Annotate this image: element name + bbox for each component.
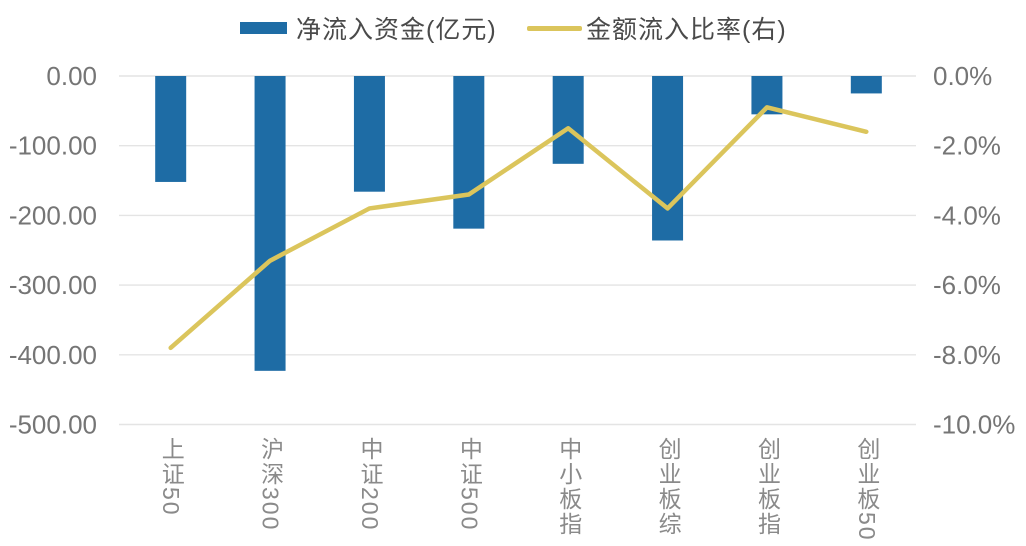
bar-中小板指 (552, 76, 584, 164)
bar-创业板50 (850, 76, 882, 94)
right-axis-tick-label: 0.0% (933, 61, 992, 91)
bar-创业板综 (652, 76, 684, 241)
bar-上证50 (155, 76, 187, 182)
left-axis-tick-label: 0.00 (46, 61, 97, 91)
x-axis-label-中证200: 中证200 (356, 437, 383, 532)
bar-series-legend-label: 净流入资金(亿元) (296, 16, 497, 44)
inflow-ratio-line (168, 105, 869, 351)
bar-中证500 (453, 76, 485, 229)
x-axis-label-创业板50: 创业板50 (853, 437, 880, 542)
left-axis-tick-label: -500.00 (9, 410, 97, 440)
left-axis-tick-label: -400.00 (9, 340, 97, 370)
right-axis-tick-label: -10.0% (933, 410, 1015, 440)
left-axis-tick-label: -300.00 (9, 270, 97, 300)
bar-中证200 (353, 76, 385, 192)
left-axis-tick-label: -200.00 (9, 200, 97, 230)
right-axis-tick-label: -2.0% (933, 131, 1001, 161)
legend-item-line-series: 金额流入比率(右) (527, 13, 787, 44)
x-axis-label-沪深300: 沪深300 (257, 437, 284, 532)
line-series-swatch-icon (527, 25, 582, 31)
bar-沪深300 (254, 76, 286, 371)
right-axis-tick-label: -4.0% (933, 200, 1001, 230)
x-axis-label-创业板综: 创业板综 (655, 437, 682, 537)
right-axis-tick-label: -8.0% (933, 340, 1001, 370)
x-axis-label-上证50: 上证50 (158, 437, 185, 517)
left-axis-tick-label: -100.00 (9, 131, 97, 161)
x-axis-label-创业板指: 创业板指 (754, 437, 781, 537)
x-axis-label-中证500: 中证500 (456, 437, 483, 532)
legend-item-bar-series: 净流入资金(亿元) (240, 13, 497, 44)
right-axis-tick-label: -6.0% (933, 270, 1001, 300)
line-series-legend-label: 金额流入比率(右) (586, 16, 787, 44)
bar-series-swatch-icon (240, 22, 287, 34)
x-axis-label-中小板指: 中小板指 (555, 437, 582, 537)
